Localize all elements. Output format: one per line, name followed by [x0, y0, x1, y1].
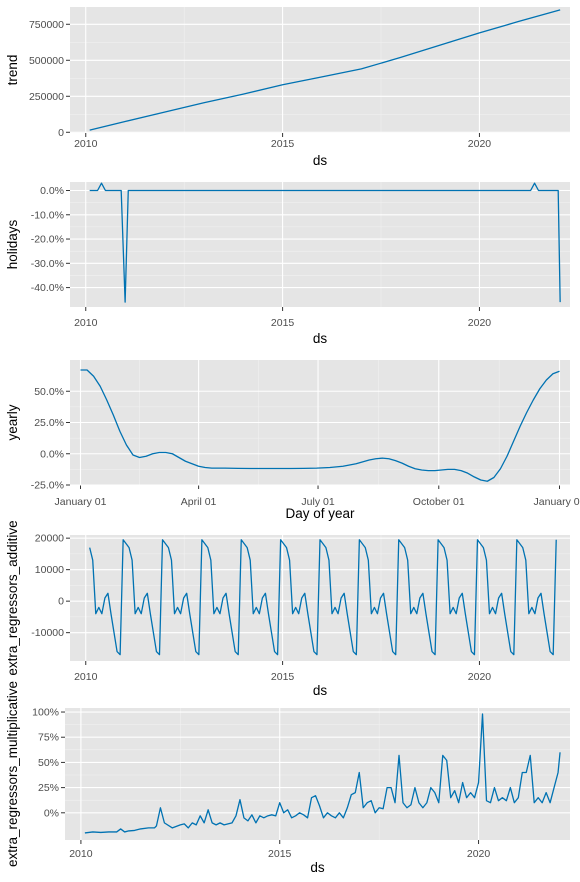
y-tick-label: 25.0%	[34, 417, 64, 429]
y-axis-title: extra_regressors_additive	[5, 520, 20, 675]
chart-panel-3: January 01 April 01 July 01 October 01 Janua…	[5, 360, 580, 521]
y-tick-label: 0	[58, 127, 64, 139]
chart-panel-5: 2010 2015 2020 0% 25% 50% 75% 100% ds extra_regre…	[5, 681, 570, 875]
x-tick-label: 2010	[74, 317, 98, 329]
y-tick-label: -10000	[31, 627, 64, 639]
series-line-1	[84, 713, 561, 834]
x-axis-title: ds	[313, 153, 328, 168]
x-tick-label: 2010	[74, 138, 98, 150]
x-tick-label: 2010	[69, 848, 93, 860]
chart-panel-2: 2010 2015 2020 0.0% -10.0% -20.0% -30.0% -40.0%…	[5, 182, 570, 346]
x-tick-label: July 01	[301, 496, 334, 508]
x-tick-label: 2020	[467, 848, 491, 860]
x-tick-label: January 01	[534, 496, 580, 508]
y-tick-label: 0.0%	[40, 448, 64, 460]
y-tick-label: 75%	[38, 732, 59, 744]
x-tick-label: April 01	[181, 496, 217, 508]
x-tick-label: 2015	[271, 671, 295, 683]
y-tick-label: 50.0%	[34, 386, 64, 398]
chart-panel-4: 2010 2015 2020 -10000 0 10000 20000 ds extra_reg…	[5, 520, 570, 698]
y-axis-title: trend	[5, 55, 20, 86]
y-tick-label: 750000	[29, 19, 64, 31]
y-tick-label: 0.0%	[40, 185, 64, 197]
x-tick-label: 2015	[268, 848, 292, 860]
y-axis-title: holidays	[5, 219, 20, 269]
y-tick-label: 250000	[29, 91, 64, 103]
y-tick-label: -25.0%	[31, 480, 64, 492]
y-axis-title: extra_regressors_multiplicative	[5, 681, 20, 867]
x-tick-label: 2015	[271, 138, 295, 150]
panel-background	[65, 708, 570, 840]
x-tick-label: 2020	[468, 671, 492, 683]
y-tick-label: 20000	[35, 533, 64, 545]
x-tick-label: 2020	[468, 317, 492, 329]
y-tick-label: -20.0%	[31, 234, 64, 246]
y-tick-label: 0	[58, 596, 64, 608]
y-tick-label: 0%	[44, 807, 59, 819]
x-axis-title: ds	[313, 683, 328, 698]
series-line-1	[89, 539, 557, 656]
series-line-1	[80, 369, 560, 482]
y-tick-label: -30.0%	[31, 258, 64, 270]
x-axis-title: Day of year	[285, 506, 355, 521]
x-tick-label: October 01	[413, 496, 465, 508]
series-line-1	[89, 9, 561, 131]
y-tick-label: -10.0%	[31, 209, 64, 221]
panel-background	[70, 7, 570, 133]
panel-background	[70, 182, 570, 307]
y-tick-label: -40.0%	[31, 282, 64, 294]
y-tick-label: 100%	[32, 707, 59, 719]
y-tick-label: 10000	[35, 564, 64, 576]
y-tick-label: 500000	[29, 55, 64, 67]
x-tick-label: 2020	[468, 138, 492, 150]
x-tick-label: January 01	[55, 496, 107, 508]
y-axis-title: yearly	[5, 404, 20, 440]
x-tick-label: 2010	[74, 671, 98, 683]
x-axis-title: ds	[310, 860, 325, 875]
chart-panel-1: 2010 2015 2020 0 250000 500000 750000 ds trend	[5, 7, 570, 168]
y-tick-label: 50%	[38, 757, 59, 769]
y-tick-label: 25%	[38, 782, 59, 794]
x-axis-title: ds	[313, 331, 328, 346]
series-line-1	[89, 182, 561, 303]
x-tick-label: 2015	[271, 317, 295, 329]
